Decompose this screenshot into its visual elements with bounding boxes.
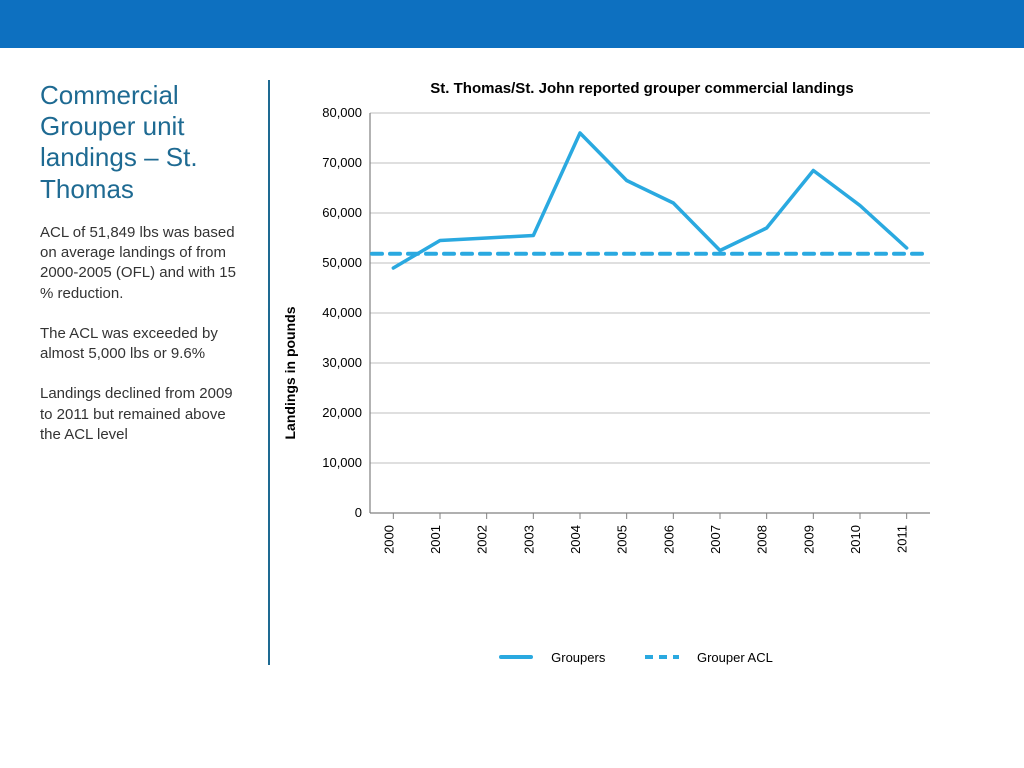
slide-title: Commercial Grouper unit landings – St. T… <box>40 80 244 205</box>
svg-text:2001: 2001 <box>428 525 443 554</box>
content-area: Commercial Grouper unit landings – St. T… <box>0 48 1024 685</box>
legend-item-groupers: Groupers <box>499 650 617 665</box>
svg-text:70,000: 70,000 <box>322 155 362 170</box>
chart-area: Landings in pounds 010,00020,00030,00040… <box>300 103 940 643</box>
text-column: Commercial Grouper unit landings – St. T… <box>40 80 270 665</box>
svg-text:10,000: 10,000 <box>322 455 362 470</box>
svg-text:2003: 2003 <box>521 525 536 554</box>
line-chart-svg: 0 10,000 20,000 30,000 40,000 50,000 60,000 70,… <box>300 103 950 583</box>
chart-legend: Groupers Grouper ACL <box>300 647 984 665</box>
legend-label-groupers: Groupers <box>551 650 605 665</box>
svg-text:0: 0 <box>355 505 362 520</box>
svg-text:30,000: 30,000 <box>322 355 362 370</box>
svg-text:2000: 2000 <box>381 525 396 554</box>
svg-text:60,000: 60,000 <box>322 205 362 220</box>
svg-text:2004: 2004 <box>568 525 583 554</box>
paragraph-1: ACL of 51,849 lbs was based on average l… <box>40 223 244 304</box>
y-axis-label: Landings in pounds <box>282 307 298 440</box>
svg-text:20,000: 20,000 <box>322 405 362 420</box>
legend-label-acl: Grouper ACL <box>697 650 773 665</box>
header-bar <box>0 0 1024 48</box>
svg-text:2009: 2009 <box>801 525 816 554</box>
svg-text:50,000: 50,000 <box>322 255 362 270</box>
chart-title: St. Thomas/St. John reported grouper com… <box>382 80 902 97</box>
svg-text:2005: 2005 <box>615 525 630 554</box>
paragraph-3: Landings declined from 2009 to 2011 but … <box>40 384 244 445</box>
legend-item-acl: Grouper ACL <box>645 650 785 665</box>
svg-text:2007: 2007 <box>708 525 723 554</box>
paragraph-2: The ACL was exceeded by almost 5,000 lbs… <box>40 324 244 365</box>
chart-column: St. Thomas/St. John reported grouper com… <box>270 80 984 665</box>
legend-swatch-groupers <box>499 655 533 659</box>
svg-text:40,000: 40,000 <box>322 305 362 320</box>
legend-swatch-acl <box>645 655 679 659</box>
svg-text:2006: 2006 <box>661 525 676 554</box>
svg-text:2010: 2010 <box>848 525 863 554</box>
svg-text:2011: 2011 <box>895 525 910 553</box>
svg-text:2008: 2008 <box>755 525 770 554</box>
svg-text:2002: 2002 <box>475 525 490 554</box>
svg-text:80,000: 80,000 <box>322 105 362 120</box>
